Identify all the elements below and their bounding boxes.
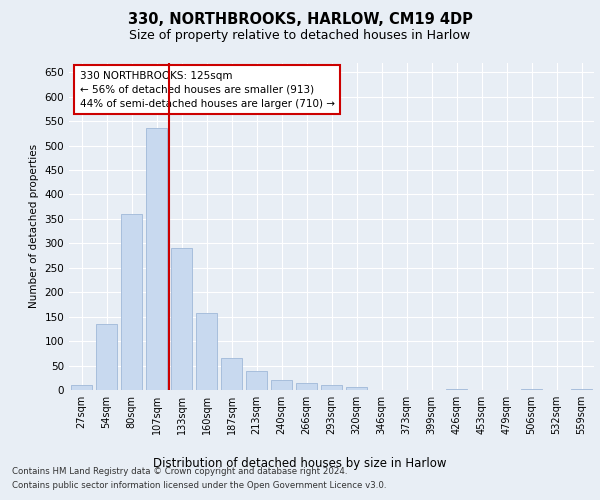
- Text: Size of property relative to detached houses in Harlow: Size of property relative to detached ho…: [130, 29, 470, 42]
- Bar: [96, 324, 117, 390]
- Bar: [196, 313, 217, 390]
- Bar: [246, 372, 267, 390]
- Bar: [321, 385, 342, 390]
- Bar: [171, 248, 192, 390]
- Bar: [446, 388, 467, 390]
- Bar: [71, 385, 92, 390]
- Bar: [271, 380, 292, 390]
- Bar: [121, 214, 142, 390]
- Y-axis label: Number of detached properties: Number of detached properties: [29, 144, 39, 308]
- Bar: [221, 358, 242, 390]
- Text: Distribution of detached houses by size in Harlow: Distribution of detached houses by size …: [153, 458, 447, 470]
- Bar: [296, 382, 317, 390]
- Bar: [571, 389, 592, 390]
- Text: Contains HM Land Registry data © Crown copyright and database right 2024.: Contains HM Land Registry data © Crown c…: [12, 467, 347, 476]
- Text: 330 NORTHBROOKS: 125sqm
← 56% of detached houses are smaller (913)
44% of semi-d: 330 NORTHBROOKS: 125sqm ← 56% of detache…: [79, 70, 335, 108]
- Text: Contains public sector information licensed under the Open Government Licence v3: Contains public sector information licen…: [12, 481, 386, 490]
- Text: 330, NORTHBROOKS, HARLOW, CM19 4DP: 330, NORTHBROOKS, HARLOW, CM19 4DP: [128, 12, 472, 28]
- Bar: [521, 388, 542, 390]
- Bar: [146, 128, 167, 390]
- Bar: [346, 386, 367, 390]
